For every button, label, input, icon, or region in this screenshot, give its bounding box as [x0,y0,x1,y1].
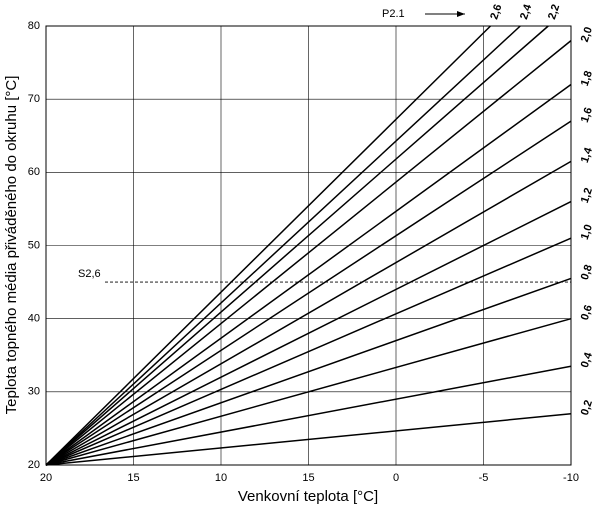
curve-label: 0,8 [579,263,595,281]
y-axis-title: Teplota topného média přiváděného do okr… [3,76,20,415]
curve-label: 2,6 [488,3,504,21]
heating-curve [45,120,572,466]
heating-curve [45,25,521,466]
x-tick-label: 15 [302,472,314,484]
y-tick-label: 50 [28,239,40,251]
heating-curve [45,413,572,466]
y-tick-label: 70 [28,93,40,105]
heating-curve [45,317,572,466]
x-tick-label: -5 [479,472,489,484]
y-tick-label: 80 [28,20,40,32]
curve-label: 0,2 [579,399,595,417]
reference-label: S2,6 [78,268,101,280]
curve-label: 0,4 [579,350,595,369]
curve-label: 2,2 [546,3,562,21]
x-tick-label: 10 [215,472,227,484]
curve-label: 2,0 [579,25,595,43]
curve-label: 1,6 [579,106,595,124]
curve-label: 1,2 [579,186,595,204]
heating-curve [45,200,572,466]
y-tick-label: 60 [28,166,40,178]
parameter-label: P2.1 [382,8,405,20]
heating-curve [45,365,572,466]
curve-label: 1,4 [579,145,595,164]
heating-curve [45,25,549,466]
x-tick-label: -10 [563,472,579,484]
x-axis-title: Venkovní teplota [°C] [238,488,378,505]
heating-curve [45,83,572,466]
x-tick-label: 0 [393,472,399,484]
x-tick-label: 20 [40,472,52,484]
heating-curve [45,277,572,466]
x-tick-label: 15 [127,472,139,484]
heating-curve [45,160,572,466]
curve-label: 0,6 [579,304,595,322]
y-tick-label: 20 [28,459,40,471]
heating-curve [45,40,572,466]
curve-label: 2,4 [518,2,534,21]
curve-label: 1,0 [579,223,595,241]
curve-label: 1,8 [579,69,595,87]
heating-curve [45,25,492,466]
heating-curve [45,237,572,466]
y-tick-label: 40 [28,313,40,325]
y-tick-label: 30 [28,386,40,398]
